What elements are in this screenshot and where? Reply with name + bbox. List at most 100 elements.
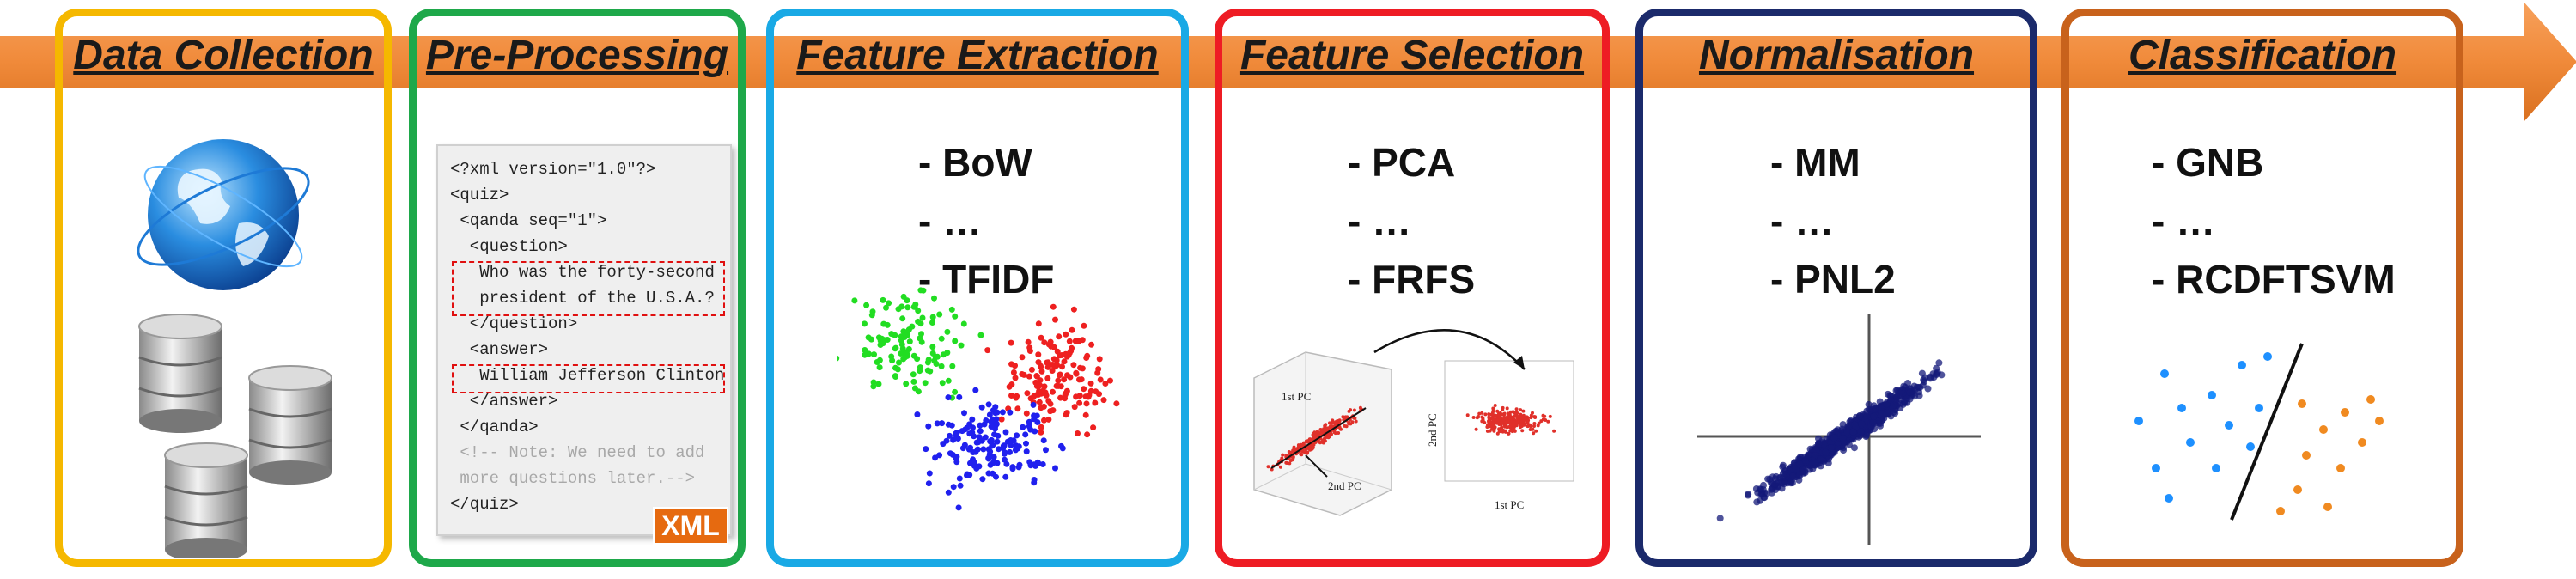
- norm-dot: [1870, 412, 1878, 420]
- pca-dot: [1270, 467, 1274, 472]
- cluster-dot: [1050, 356, 1057, 363]
- cluster-dot: [1059, 445, 1066, 452]
- cluster-dot: [929, 314, 936, 320]
- pca-dot: [1513, 411, 1518, 416]
- cluster-dot: [870, 379, 877, 386]
- cluster-dot: [1084, 431, 1091, 438]
- cluster-dot: [909, 323, 916, 330]
- xml-line: president of the U.S.A.?: [450, 289, 715, 308]
- norm-dot: [1927, 375, 1934, 382]
- class-a-dot: [2165, 494, 2173, 503]
- class-b-dot: [2358, 438, 2366, 447]
- class-a-dot: [2152, 464, 2160, 472]
- norm-dot: [1801, 457, 1809, 464]
- cluster-dot: [931, 295, 937, 302]
- pca-dot: [1503, 430, 1507, 434]
- cluster-dot: [1009, 464, 1016, 471]
- cluster-dot: [970, 449, 977, 455]
- pca-dot: [1501, 412, 1505, 417]
- pca-dot: [1552, 429, 1556, 433]
- norm-dot: [1812, 459, 1819, 466]
- norm-dot: [1890, 401, 1897, 409]
- cluster-dot: [914, 411, 921, 417]
- stage-title: Pre-Processing: [425, 33, 729, 78]
- class-a-dot: [2238, 361, 2246, 369]
- class-b-dot: [2298, 399, 2306, 408]
- method-item: - GNB: [2152, 140, 2264, 185]
- norm-dot: [1876, 398, 1884, 405]
- cluster-dot: [1038, 424, 1044, 430]
- pca-dot: [1500, 421, 1504, 424]
- cluster-dot: [1077, 364, 1084, 371]
- pca-dot: [1497, 421, 1501, 425]
- cluster-dot: [918, 331, 924, 338]
- xml-line: <question>: [450, 237, 568, 256]
- cluster-dot: [1073, 393, 1080, 400]
- pca-dot: [1331, 420, 1335, 424]
- pca-dot: [1284, 460, 1288, 465]
- cluster-dot: [1049, 368, 1056, 374]
- cluster-dot: [851, 297, 858, 304]
- pca-dot: [1504, 420, 1508, 424]
- cluster-dot: [1063, 331, 1069, 338]
- pca-dot: [1507, 424, 1512, 429]
- cluster-dot: [1067, 374, 1074, 381]
- norm-dot: [1781, 467, 1788, 475]
- pca-dot: [1507, 431, 1511, 436]
- pca-dot: [1288, 461, 1292, 466]
- pca-dot: [1503, 424, 1507, 429]
- cluster-dot: [862, 351, 868, 358]
- method-item: - TFIDF: [918, 257, 1055, 302]
- cluster-dot: [1023, 440, 1029, 447]
- cluster-dot: [956, 475, 963, 482]
- cluster-dot: [990, 459, 997, 466]
- norm-dot: [1809, 465, 1817, 472]
- cluster-dot: [1037, 377, 1044, 384]
- pca-dot: [1493, 404, 1497, 407]
- pca-dot: [1320, 439, 1325, 443]
- norm-dot: [1781, 480, 1787, 488]
- cluster-dot: [985, 401, 992, 408]
- cluster-dot: [1082, 411, 1089, 418]
- cluster-dot: [1062, 392, 1069, 399]
- cluster-dot: [992, 425, 998, 432]
- stage-title: Data Collection: [73, 33, 374, 78]
- pca-dot: [1519, 408, 1523, 412]
- cluster-dot: [964, 424, 971, 431]
- cluster-dot: [863, 302, 870, 308]
- cluster-dot: [1061, 358, 1068, 365]
- cluster-dot: [993, 421, 1000, 427]
- cluster-dot: [950, 436, 957, 443]
- cluster-dot: [1035, 320, 1042, 327]
- norm-dot: [1812, 445, 1818, 453]
- cluster-dot: [1016, 461, 1023, 468]
- pca-dot: [1497, 413, 1501, 417]
- norm-dot: [1825, 455, 1832, 463]
- norm-dot: [1924, 385, 1932, 393]
- cluster-dot: [1024, 390, 1031, 397]
- cluster-dot: [886, 300, 892, 307]
- class-b-dot: [2341, 408, 2349, 417]
- stage-feature-extraction: Feature Extraction - BoW - … - TFIDF: [766, 9, 1189, 567]
- cluster-dot: [1036, 399, 1043, 405]
- cluster-dot: [948, 306, 955, 313]
- cluster-dot: [952, 338, 959, 344]
- cluster-dot: [985, 470, 992, 477]
- cluster-dot: [865, 334, 872, 341]
- pca-axis-label: 2nd PC: [1328, 479, 1361, 492]
- cluster-dot: [934, 420, 941, 427]
- cluster-dot: [894, 366, 901, 373]
- cluster-dot: [1002, 429, 1009, 436]
- cluster-dot: [955, 504, 962, 511]
- norm-dot: [1843, 429, 1851, 436]
- cluster-dot: [1041, 339, 1048, 346]
- cluster-dot: [899, 345, 906, 352]
- cluster-dot: [932, 353, 939, 360]
- class-a-dot: [2186, 438, 2195, 447]
- cluster-dot: [1071, 404, 1078, 411]
- pca-dot: [1354, 419, 1358, 424]
- pca-dot: [1495, 421, 1499, 425]
- method-list: - MM - … - PNL2: [1770, 133, 1896, 308]
- cluster-dot: [1076, 376, 1082, 383]
- class-b-dot: [2302, 451, 2311, 460]
